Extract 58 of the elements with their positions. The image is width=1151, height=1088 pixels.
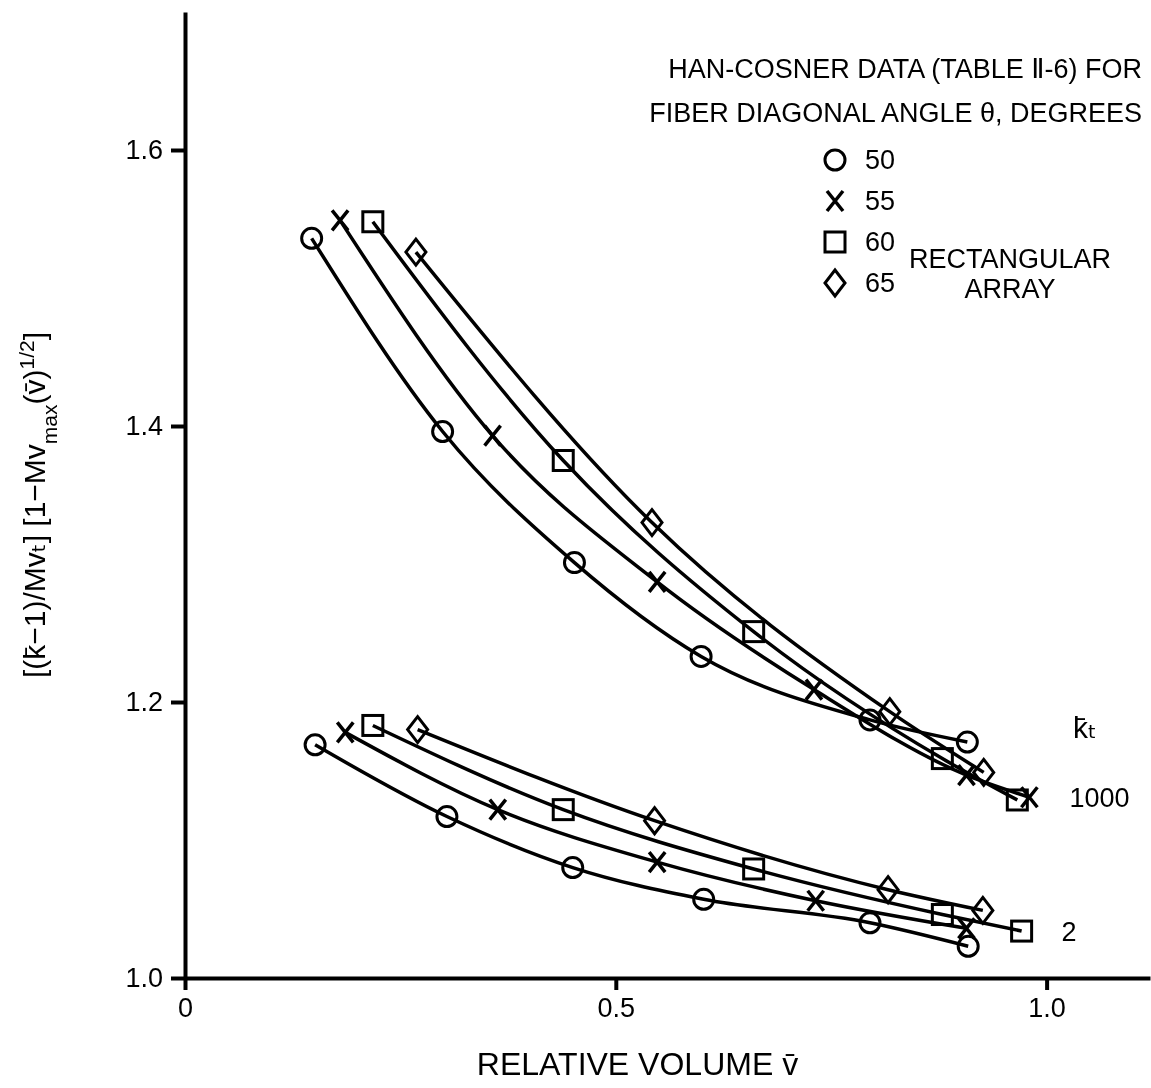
point	[303, 733, 327, 757]
point	[1005, 788, 1029, 812]
point	[330, 208, 350, 233]
point	[956, 763, 977, 787]
point	[858, 708, 882, 732]
legend-label: 60	[865, 227, 896, 258]
y-tick-label: 1.4	[125, 411, 163, 442]
point	[482, 423, 503, 448]
point	[878, 697, 902, 727]
legend-label: 65	[865, 268, 896, 299]
point	[404, 237, 428, 267]
point	[956, 916, 977, 941]
point	[647, 570, 667, 594]
point	[435, 805, 459, 829]
point	[551, 798, 575, 822]
point	[858, 911, 882, 935]
point	[930, 903, 954, 927]
point	[876, 875, 900, 905]
x-tick-label: 0	[177, 993, 194, 1024]
point	[551, 449, 575, 472]
point	[1010, 919, 1034, 943]
point	[561, 856, 585, 880]
point	[930, 747, 954, 771]
y-tick-label: 1.0	[125, 963, 163, 994]
point	[335, 720, 356, 745]
point	[300, 226, 324, 250]
point	[971, 895, 995, 925]
point	[1019, 785, 1040, 809]
annotation: 1000	[1069, 782, 1130, 813]
y-tick-label: 1.6	[125, 135, 163, 166]
point	[640, 508, 664, 538]
point	[742, 857, 766, 881]
x-axis-title: RELATIVE VOLUME v̄	[476, 1046, 799, 1082]
x-tick-label: 1.0	[1028, 993, 1066, 1024]
point	[361, 210, 385, 234]
y-tick-label: 1.2	[125, 687, 163, 718]
legend-title: HAN-COSNER DATA (TABLE Ⅱ-6) FOR FIBER DIAGONAL ANGLE θ, DEGREES	[649, 54, 1142, 128]
point	[692, 887, 716, 911]
legend-label: 55	[865, 186, 896, 217]
annotation: k̄ₜ	[1073, 711, 1097, 744]
legend-label: 50	[865, 145, 896, 176]
point	[804, 677, 824, 702]
annotation: RECTANGULAR ARRAY	[908, 244, 1112, 304]
point	[562, 551, 586, 575]
point	[361, 713, 385, 737]
point	[647, 850, 667, 874]
point	[406, 715, 430, 745]
annotation: 2	[1061, 916, 1077, 947]
point	[643, 806, 667, 836]
point	[956, 934, 980, 958]
point	[689, 644, 713, 668]
point	[955, 730, 979, 754]
x-tick-label: 0.5	[597, 993, 636, 1024]
point	[972, 757, 996, 787]
point	[431, 420, 455, 444]
point	[742, 620, 766, 644]
point	[488, 797, 508, 822]
point	[805, 888, 826, 913]
